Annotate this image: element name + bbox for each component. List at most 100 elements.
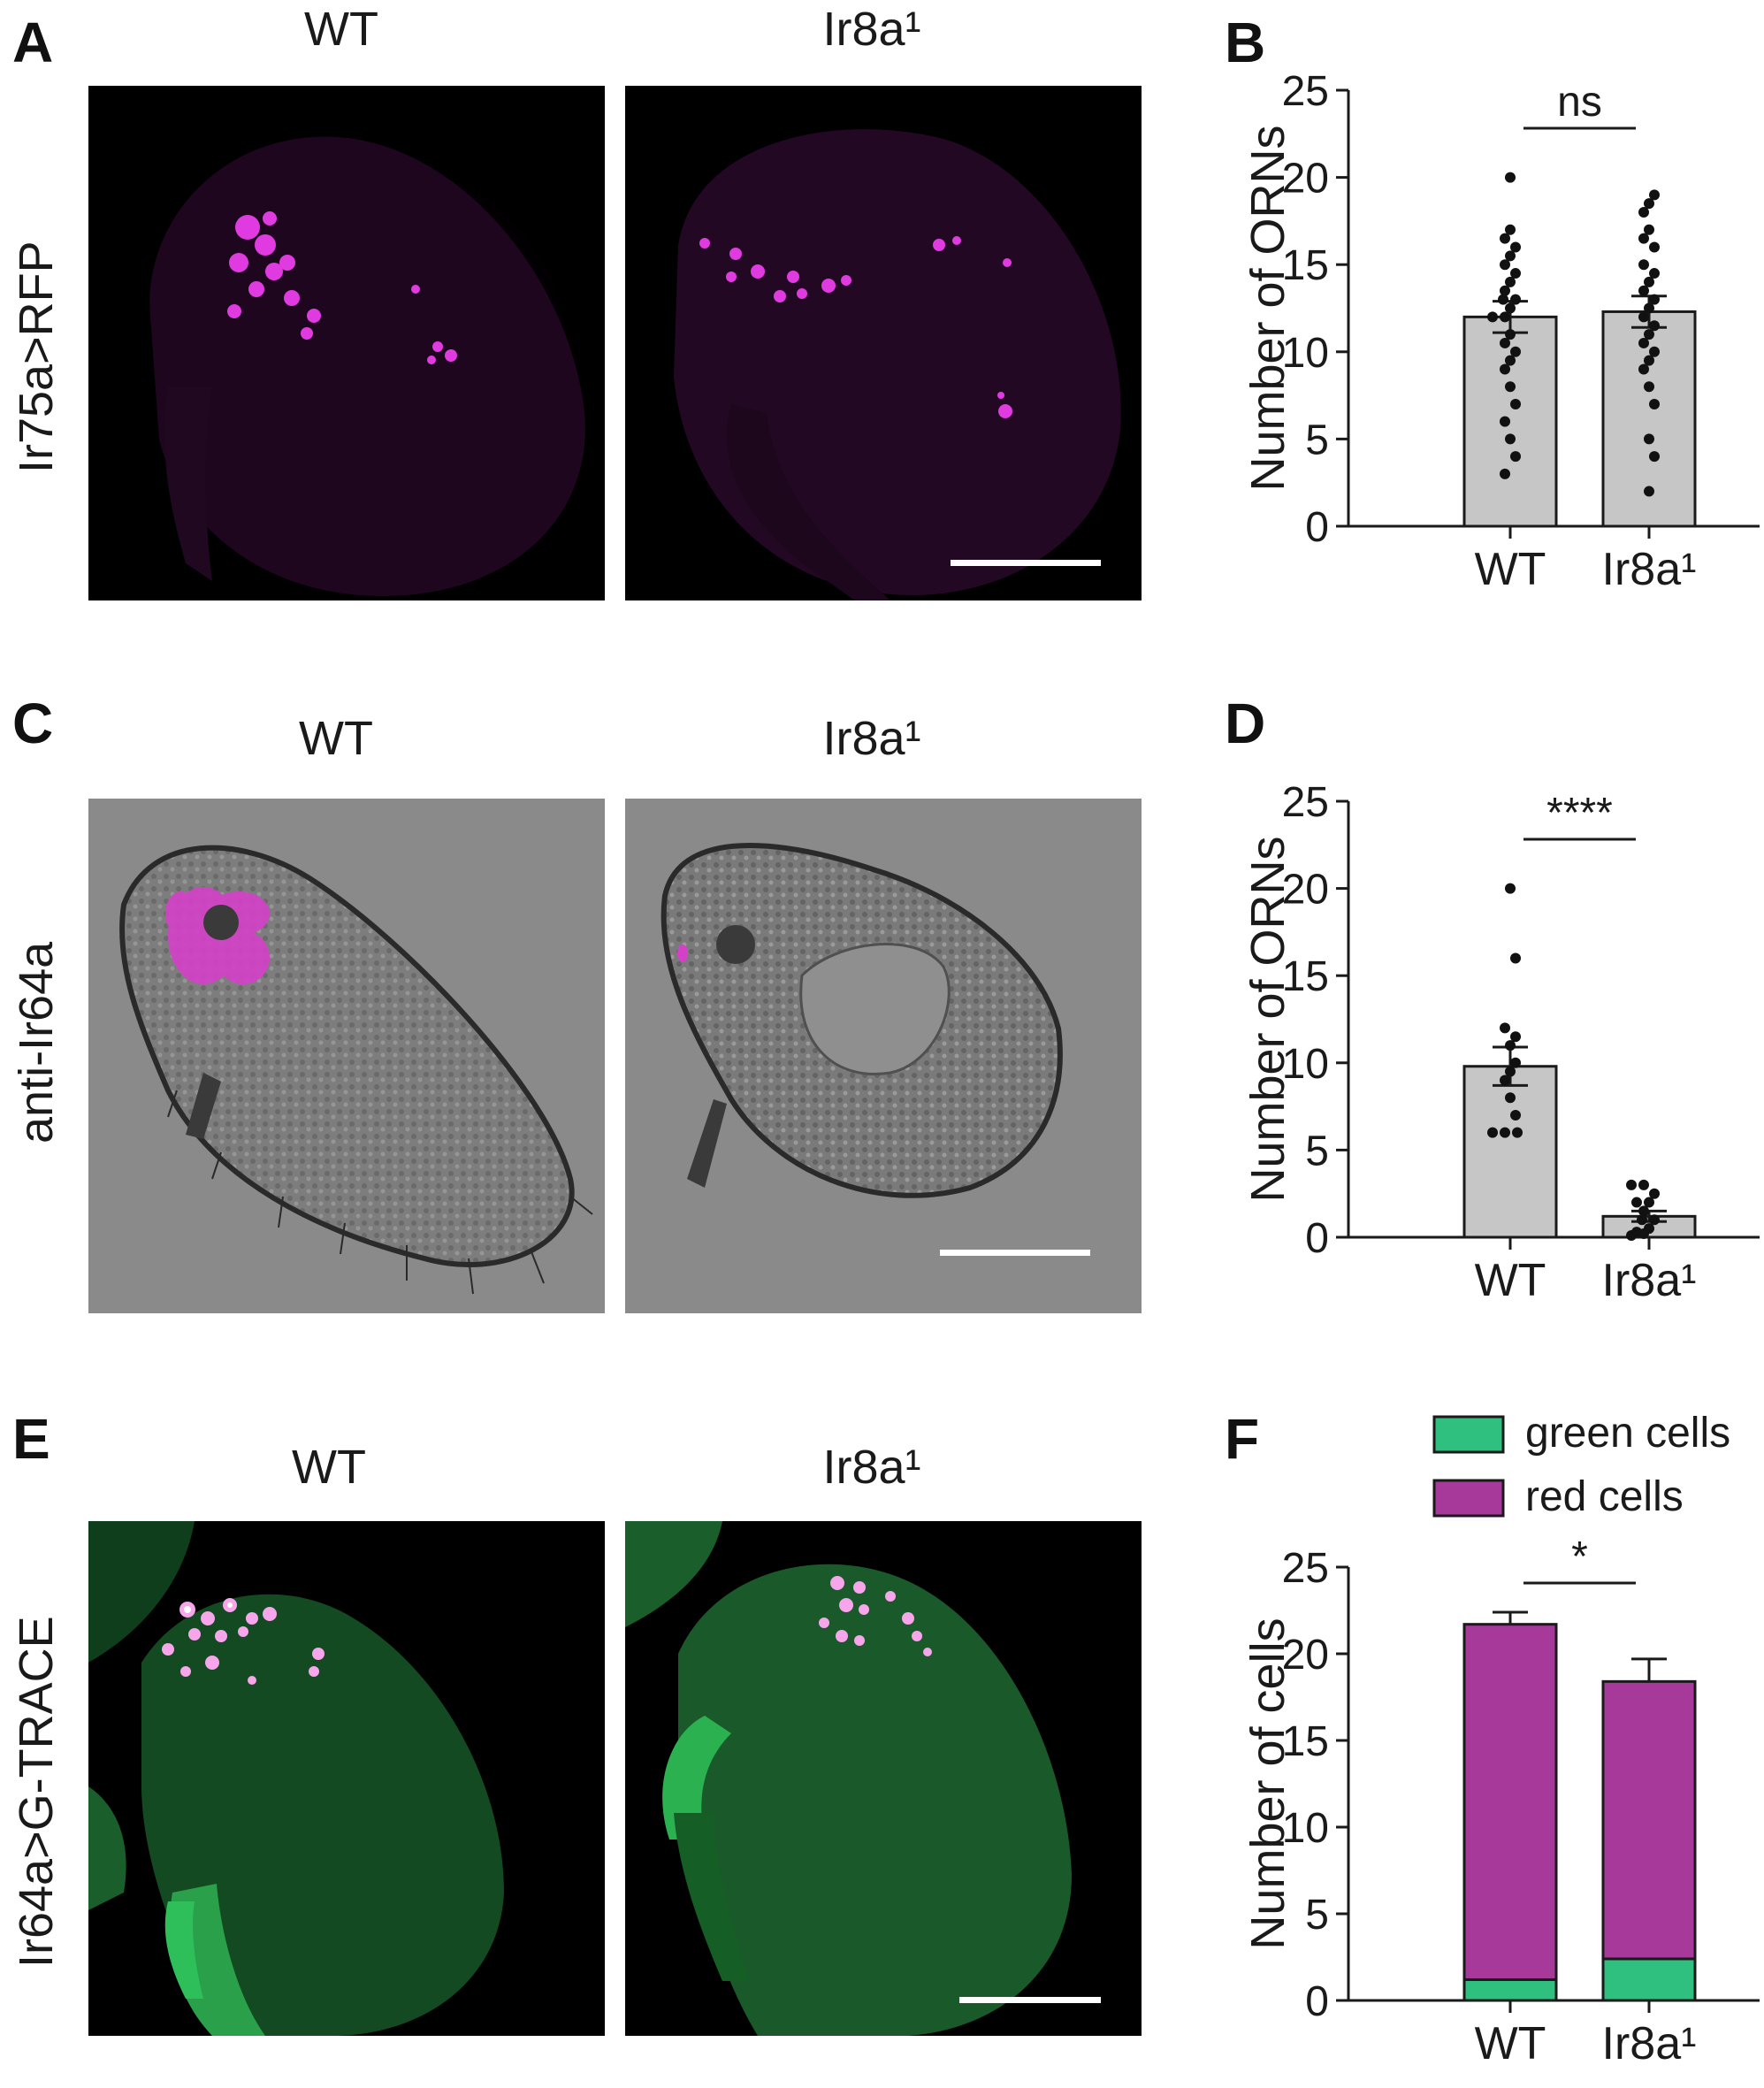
y-axis-label: Number of ORNs (1241, 125, 1294, 491)
x-tick-label: WT (1475, 544, 1546, 595)
data-point (1644, 224, 1654, 235)
panel-letter-f: F (1225, 1407, 1260, 1471)
row-label-ir64a-gtrace: Ir64a>G-TRACE (10, 1616, 63, 1968)
y-tick-label: 25 (1282, 1545, 1329, 1592)
data-point (1644, 486, 1654, 497)
data-point (1505, 1040, 1516, 1052)
data-point (1649, 294, 1660, 305)
panel-letter-e: E (12, 1407, 50, 1471)
panel-letter-d: D (1225, 692, 1266, 755)
data-point (1510, 952, 1521, 964)
data-point (1512, 1127, 1523, 1138)
y-tick-label: 25 (1282, 68, 1329, 115)
x-tick-label: Ir8a¹ (1602, 2018, 1697, 2069)
legend-swatch (1432, 1479, 1505, 1518)
x-tick-label: Ir8a¹ (1602, 544, 1697, 595)
legend-label: green cells (1525, 1410, 1730, 1457)
bar-green-cells (1462, 1977, 1558, 2002)
y-tick-label: 0 (1305, 1215, 1329, 1262)
data-point (1510, 268, 1521, 279)
data-point (1638, 311, 1649, 323)
col-title-wt-a: WT (304, 3, 378, 56)
y-tick-label: 5 (1305, 1128, 1329, 1174)
col-title-ir8a-a: Ir8a¹ (822, 3, 921, 56)
data-point (1638, 337, 1649, 348)
bar-red-cells (1462, 1623, 1558, 1981)
data-point (1500, 337, 1510, 348)
legend-label: red cells (1525, 1473, 1684, 1520)
y-tick-label: 5 (1305, 417, 1329, 463)
data-point (1626, 1179, 1637, 1190)
data-point (1644, 329, 1654, 340)
data-point (1638, 1205, 1649, 1217)
y-tick-label: 20 (1282, 1632, 1329, 1679)
data-point (1500, 233, 1510, 244)
scale-bar-e (959, 1997, 1101, 2003)
data-point (1500, 259, 1510, 271)
data-point (1510, 241, 1521, 253)
data-point (1644, 433, 1654, 445)
data-point (1644, 355, 1654, 366)
chart-f: 0 5 10 15 20 25 Number of cells WT Ir8a¹ * green c… (1229, 1397, 1760, 2087)
col-title-ir8a-c: Ir8a¹ (822, 712, 921, 765)
data-point (1487, 1127, 1498, 1138)
data-point (1638, 285, 1649, 296)
panel-letter-c: C (12, 692, 54, 755)
data-point (1649, 451, 1660, 463)
data-point (1644, 1197, 1654, 1208)
data-point (1649, 398, 1660, 409)
chart-b-svg: 0 5 10 15 20 25 Number of ORNs WT Ir8a¹ ns (1241, 68, 1760, 595)
row-label-anti-ir64a: anti-Ir64a (10, 941, 63, 1143)
micrograph-c-ir8a (625, 799, 1142, 1313)
row-label-ir75a-rfp: Ir75a>RFP (10, 241, 63, 473)
data-point (1505, 1066, 1516, 1077)
data-point (1505, 250, 1516, 262)
x-tick-label: Ir8a¹ (1602, 1255, 1697, 1306)
data-point (1631, 1197, 1642, 1208)
data-point (1500, 468, 1510, 479)
data-point (1644, 302, 1654, 314)
data-point (1505, 329, 1516, 340)
data-point (1649, 346, 1660, 357)
data-point (1510, 398, 1521, 409)
x-tick-label: WT (1475, 1255, 1546, 1306)
chart-d: 0 5 10 15 20 25 Number of ORNs WT Ir8a¹ **** (1229, 764, 1760, 1330)
panel-letter-b: B (1225, 11, 1266, 74)
significance-label: ns (1557, 79, 1602, 126)
data-point (1505, 276, 1516, 287)
data-point (1649, 320, 1660, 332)
bar (1462, 1065, 1558, 1239)
data-point (1505, 302, 1516, 314)
data-point (1638, 1228, 1649, 1240)
bar-red-cells (1601, 1679, 1697, 1961)
data-point (1638, 259, 1649, 271)
data-point (1500, 1022, 1510, 1034)
data-point (1505, 172, 1516, 183)
y-tick-label: 20 (1282, 156, 1329, 203)
micrograph-a-ir8a (625, 86, 1142, 600)
data-point (1510, 294, 1521, 305)
y-axis-label: Number of cells (1241, 1618, 1294, 1949)
y-tick-label: 15 (1282, 242, 1329, 289)
y-tick-label: 20 (1282, 867, 1329, 914)
data-point (1649, 268, 1660, 279)
data-point (1649, 1214, 1660, 1226)
data-point (1510, 346, 1521, 357)
data-point (1638, 363, 1649, 375)
y-tick-label: 15 (1282, 1718, 1329, 1765)
y-tick-label: 15 (1282, 953, 1329, 1000)
data-point (1644, 276, 1654, 287)
data-point (1500, 285, 1510, 296)
data-point (1505, 1092, 1516, 1104)
y-tick-label: 10 (1282, 330, 1329, 377)
data-point (1510, 451, 1521, 463)
data-point (1510, 1057, 1521, 1068)
y-tick-label: 0 (1305, 1978, 1329, 2025)
micrograph-a-wt (88, 86, 605, 600)
data-point (1644, 198, 1654, 210)
legend-swatch (1432, 1415, 1505, 1454)
data-point (1649, 1188, 1660, 1199)
data-point (1637, 1214, 1647, 1226)
significance-label: * (1571, 1533, 1588, 1580)
data-point (1638, 207, 1649, 218)
